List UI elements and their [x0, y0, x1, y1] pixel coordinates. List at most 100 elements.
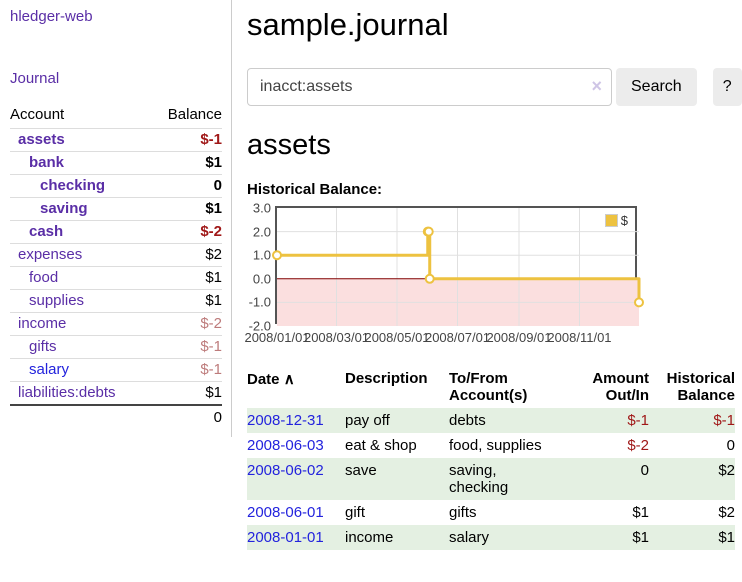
chart-canvas — [272, 208, 644, 326]
x-tick-label: 2008/09/01 — [486, 330, 552, 345]
register-table: Date ∧ Description To/From Account(s) Am… — [247, 368, 735, 550]
transaction-balance: $-1 — [713, 412, 735, 429]
search-form: × Search ? — [247, 68, 742, 106]
transaction-accounts: debts — [449, 412, 486, 429]
register-row: 2008-06-03 eat & shop food, supplies $-2 0 — [247, 433, 735, 458]
transaction-accounts: food, supplies — [449, 437, 542, 454]
y-tick-label: 2.0 — [252, 224, 271, 240]
account-balance: $1 — [150, 289, 222, 313]
accounts-header-row: Account Balance — [10, 103, 222, 129]
account-row: salary $-1 — [10, 358, 222, 382]
page-title: sample.journal — [247, 7, 449, 42]
account-row: supplies $1 — [10, 289, 222, 313]
accounts-total-row: 0 — [10, 404, 222, 429]
account-balance: $-2 — [150, 220, 222, 244]
accounts-table-body: assets $-1 bank $1 checking 0 saving $1 cash $-2 e… — [10, 129, 222, 405]
transaction-date-link[interactable]: 2008-06-01 — [247, 504, 324, 521]
register-row: 2008-06-02 save saving, checking 0 $2 — [247, 458, 735, 500]
nav-journal-link[interactable]: Journal — [10, 70, 60, 87]
account-link[interactable]: food — [29, 269, 59, 286]
transaction-amount: $-1 — [627, 412, 649, 429]
account-link[interactable]: salary — [29, 361, 70, 378]
transaction-accounts: gifts — [449, 504, 477, 521]
account-balance: $1 — [150, 197, 222, 221]
chart-title: Historical Balance: — [247, 181, 383, 198]
account-link[interactable]: saving — [40, 200, 88, 217]
account-link[interactable]: expenses — [18, 246, 83, 263]
clear-search-icon[interactable]: × — [591, 76, 602, 96]
legend-label: $ — [620, 213, 628, 228]
account-link[interactable]: cash — [29, 223, 64, 240]
y-tick-label: -2.0 — [248, 318, 271, 334]
account-row: liabilities:debts $1 — [10, 381, 222, 405]
register-header-row: Date ∧ Description To/From Account(s) Am… — [247, 368, 735, 408]
register-header-accounts: To/From Account(s) — [449, 370, 528, 404]
account-link[interactable]: supplies — [29, 292, 85, 309]
y-tick-label: 3.0 — [252, 200, 271, 216]
chart-plot-area: $ — [272, 206, 644, 326]
account-balance: $1 — [150, 151, 222, 175]
register-header-date[interactable]: Date ∧ — [247, 371, 295, 388]
transaction-balance: 0 — [726, 437, 735, 454]
accounts-total-value: 0 — [150, 404, 222, 429]
transaction-accounts: saving, checking — [449, 462, 509, 496]
account-row: assets $-1 — [10, 129, 222, 152]
account-balance: $-1 — [200, 131, 222, 148]
transaction-description: gift — [345, 504, 366, 521]
account-link[interactable]: bank — [29, 154, 65, 171]
register-header-balance: Historical Balance — [666, 370, 735, 404]
transaction-balance: $2 — [718, 462, 735, 479]
account-row: cash $-2 — [10, 220, 222, 244]
transaction-date-link[interactable]: 2008-12-31 — [247, 412, 324, 429]
sort-ascending-icon: ∧ — [283, 371, 295, 388]
account-balance: 0 — [150, 174, 222, 198]
transaction-description: income — [345, 529, 394, 546]
account-row: bank $1 — [10, 151, 222, 175]
account-row: gifts $-1 — [10, 335, 222, 359]
transaction-date-link[interactable]: 2008-01-01 — [247, 529, 324, 546]
transaction-amount: 0 — [640, 462, 649, 479]
transaction-date-link[interactable]: 2008-06-03 — [247, 437, 324, 454]
help-button[interactable]: ? — [712, 68, 742, 106]
transaction-amount: $1 — [632, 504, 649, 521]
sidebar: hledger-web Journal Account Balance asse… — [0, 0, 232, 437]
x-tick-label: 2008/07/01 — [424, 330, 491, 345]
accounts-table: Account Balance assets $-1 bank $1 checking 0… — [10, 103, 222, 429]
transaction-description: pay off — [345, 412, 390, 429]
y-tick-label: -1.0 — [248, 294, 271, 310]
search-input[interactable] — [247, 68, 612, 106]
account-link[interactable]: income — [18, 315, 67, 332]
accounts-header-balance: Balance — [150, 103, 222, 129]
account-link[interactable]: liabilities:debts — [18, 384, 116, 401]
transaction-description: eat & shop — [345, 437, 417, 454]
account-balance: $-2 — [150, 312, 222, 336]
register-row: 2008-01-01 income salary $1 $1 — [247, 525, 735, 550]
register-row: 2008-12-31 pay off debts $-1 $-1 — [247, 408, 735, 433]
search-input-wrap: × — [247, 68, 612, 106]
account-row: checking 0 — [10, 174, 222, 198]
register-row: 2008-06-01 gift gifts $1 $2 — [247, 500, 735, 525]
account-row: expenses $2 — [10, 243, 222, 267]
account-heading: assets — [247, 129, 331, 161]
account-row: food $1 — [10, 266, 222, 290]
transaction-description: save — [345, 462, 377, 479]
register-header-description: Description — [345, 370, 428, 387]
balance-chart: 3.0 2.0 1.0 0.0 -1.0 -2.0 $ 2008/01/01 2008/03… — [244, 202, 735, 348]
account-link[interactable]: gifts — [29, 338, 57, 355]
chart-legend: $ — [602, 212, 630, 229]
y-tick-label: 0.0 — [252, 271, 271, 287]
account-balance: $1 — [150, 266, 222, 290]
transaction-date-link[interactable]: 2008-06-02 — [247, 462, 324, 479]
app-brand-link[interactable]: hledger-web — [10, 8, 93, 25]
transaction-accounts: salary — [449, 529, 490, 546]
transaction-balance: $1 — [718, 529, 735, 546]
account-link[interactable]: assets — [18, 131, 65, 148]
account-link[interactable]: checking — [40, 177, 106, 194]
account-row: income $-2 — [10, 312, 222, 336]
account-balance: $1 — [150, 381, 222, 405]
search-button[interactable]: Search — [616, 68, 697, 106]
x-tick-label: 2008/03/01 — [303, 330, 370, 345]
y-tick-label: 1.0 — [252, 247, 271, 263]
account-balance: $-1 — [150, 335, 222, 359]
legend-swatch-icon — [604, 214, 618, 227]
